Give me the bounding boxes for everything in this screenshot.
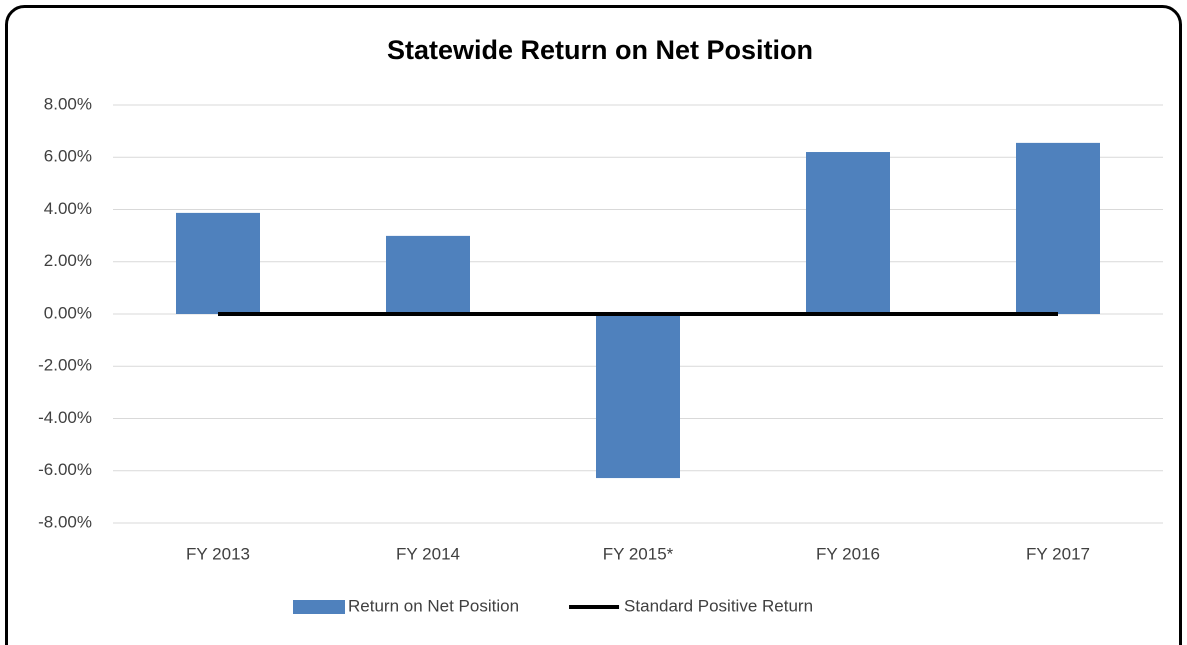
- x-tick-label: FY 2016: [816, 544, 880, 563]
- y-tick-label: -2.00%: [38, 356, 92, 375]
- legend-label: Standard Positive Return: [624, 596, 813, 615]
- bar: [596, 314, 680, 479]
- legend-swatch: [293, 600, 345, 614]
- bar: [806, 152, 890, 314]
- y-tick-label: -8.00%: [38, 512, 92, 531]
- legend-label: Return on Net Position: [348, 596, 519, 615]
- bar: [386, 235, 470, 314]
- x-tick-label: FY 2013: [186, 544, 250, 563]
- y-tick-label: 6.00%: [44, 147, 92, 166]
- y-tick-label: 4.00%: [44, 199, 92, 218]
- y-tick-label: -4.00%: [38, 408, 92, 427]
- bar: [1016, 142, 1100, 314]
- chart-title: Statewide Return on Net Position: [387, 35, 813, 65]
- y-tick-label: 8.00%: [44, 94, 92, 113]
- bar: [176, 212, 260, 314]
- chart-frame: [5, 5, 1182, 645]
- x-tick-label: FY 2015*: [603, 544, 674, 563]
- y-tick-label: -6.00%: [38, 460, 92, 479]
- y-tick-label: 2.00%: [44, 251, 92, 270]
- x-tick-label: FY 2014: [396, 544, 460, 563]
- x-tick-label: FY 2017: [1026, 544, 1090, 563]
- y-tick-label: 0.00%: [44, 303, 92, 322]
